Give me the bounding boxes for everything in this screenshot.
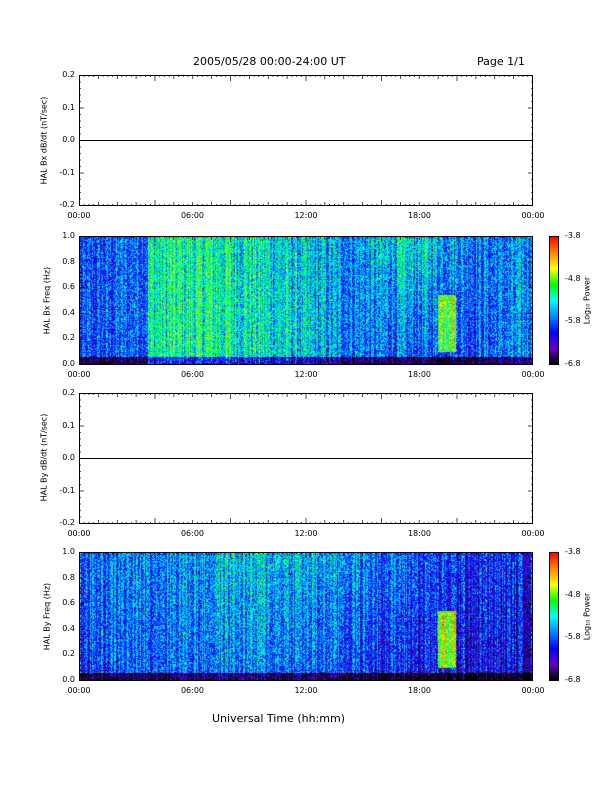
- bx-dbdt-ylabel: HAL Bx dB/dt (nT/sec): [39, 96, 49, 185]
- x-tick-label: 12:00: [294, 211, 318, 220]
- y-tick-label: 1.0: [62, 547, 75, 556]
- y-tick-label: 0.2: [62, 333, 75, 343]
- x-tick-label: 06:00: [180, 686, 205, 695]
- bx-spectrogram-canvas: [80, 237, 532, 364]
- y-tick-label: 0.8: [62, 572, 75, 582]
- page-number: Page 1/1: [477, 55, 525, 68]
- bx-dbdt-svg: [80, 140, 532, 141]
- x-tick-label: 06:00: [180, 370, 205, 379]
- x-tick-label: 18:00: [407, 686, 432, 695]
- by-spectrogram-canvas: [80, 553, 532, 680]
- colorbar-tick-label: -6.8: [565, 359, 581, 368]
- by-spectrogram: [79, 552, 533, 681]
- y-tick-label: 0.6: [62, 282, 75, 292]
- y-tick-label: 0.0: [62, 675, 75, 684]
- colorbar-tick-label: -5.8: [565, 316, 581, 326]
- x-tick-label: 12:00: [294, 370, 318, 379]
- bx-dbdt-panel: [79, 75, 533, 206]
- x-tick-label: 18:00: [407, 529, 432, 538]
- x-tick-label: 00:00: [521, 686, 545, 695]
- by-dbdt-panel: [79, 393, 533, 524]
- y-tick-label: -0.1: [59, 485, 75, 495]
- x-tick-label: 18:00: [407, 211, 432, 220]
- y-tick-label: 0.0: [62, 135, 75, 144]
- bx-colorbar: [549, 236, 559, 365]
- y-tick-label: -0.1: [59, 167, 75, 177]
- page-title: 2005/05/28 00:00-24:00 UT: [193, 55, 346, 68]
- by-colorbar-label: Log₁₀ Power: [582, 592, 592, 641]
- colorbar-tick-label: -3.8: [565, 231, 581, 240]
- bx-spectrogram: [79, 236, 533, 365]
- by-dbdt-svg: [80, 458, 532, 459]
- bx-colorbar-label: Log₁₀ Power: [582, 276, 592, 325]
- y-tick-label: 0.8: [62, 256, 75, 266]
- y-tick-label: -0.2: [59, 518, 75, 527]
- x-tick-label: 00:00: [521, 211, 545, 220]
- y-tick-label: 0.4: [62, 307, 75, 317]
- y-tick-label: 0.0: [62, 453, 75, 462]
- y-tick-label: -0.2: [59, 200, 75, 209]
- colorbar-tick-label: -6.8: [565, 675, 581, 684]
- x-tick-label: 00:00: [521, 529, 545, 538]
- x-tick-label: 12:00: [294, 529, 318, 538]
- x-tick-label: 00:00: [67, 211, 91, 220]
- y-tick-label: 0.4: [62, 623, 75, 633]
- colorbar-tick-label: -3.8: [565, 547, 581, 556]
- y-tick-label: 0.2: [62, 70, 75, 79]
- x-tick-label: 06:00: [180, 529, 205, 538]
- colorbar-tick-label: -4.8: [565, 589, 581, 599]
- by-dbdt-ylabel: HAL By dB/dt (nT/sec): [39, 413, 49, 502]
- y-tick-label: 1.0: [62, 231, 75, 240]
- y-tick-label: 0.6: [62, 598, 75, 608]
- colorbar-tick-label: -5.8: [565, 632, 581, 642]
- x-axis-title: Universal Time (hh:mm): [212, 712, 345, 725]
- y-tick-label: 0.2: [62, 649, 75, 659]
- y-tick-label: 0.1: [62, 420, 75, 430]
- x-tick-label: 06:00: [180, 211, 205, 220]
- y-tick-label: 0.0: [62, 359, 75, 368]
- x-tick-label: 00:00: [67, 686, 91, 695]
- colorbar-tick-label: -4.8: [565, 273, 581, 283]
- y-tick-label: 0.1: [62, 102, 75, 112]
- x-tick-label: 00:00: [67, 370, 91, 379]
- x-tick-label: 18:00: [407, 370, 432, 379]
- y-tick-label: 0.2: [62, 388, 75, 397]
- x-tick-label: 00:00: [521, 370, 545, 379]
- x-tick-label: 12:00: [294, 686, 318, 695]
- x-tick-label: 00:00: [67, 529, 91, 538]
- by-colorbar: [549, 552, 559, 681]
